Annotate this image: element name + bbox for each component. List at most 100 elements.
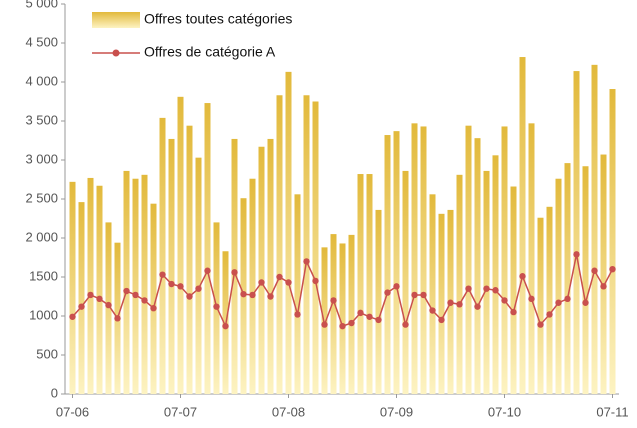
- marker: [258, 279, 265, 286]
- marker: [177, 283, 184, 290]
- marker: [276, 273, 283, 281]
- bar: [609, 89, 616, 395]
- bar: [492, 155, 499, 394]
- marker: [582, 299, 589, 306]
- bar: [312, 101, 319, 394]
- bar: [573, 71, 580, 394]
- marker: [402, 321, 409, 328]
- marker: [330, 297, 337, 304]
- legend-label: Offres toutes catégories: [144, 11, 292, 27]
- marker: [420, 291, 427, 299]
- marker: [474, 303, 481, 310]
- bar: [528, 123, 535, 394]
- x-tick-label: 07-11: [596, 404, 628, 419]
- marker: [294, 311, 301, 318]
- bar: [600, 154, 607, 394]
- bar: [195, 157, 202, 394]
- bar: [366, 174, 373, 394]
- bar: [357, 174, 364, 394]
- bar: [276, 95, 283, 394]
- x-tick-label: 07-06: [56, 404, 89, 419]
- marker: [519, 273, 526, 280]
- marker: [483, 285, 490, 292]
- marker: [438, 316, 445, 324]
- bar: [186, 125, 193, 395]
- bar: [159, 117, 166, 394]
- marker: [429, 307, 436, 314]
- marker: [348, 319, 355, 327]
- marker: [501, 297, 508, 304]
- y-tick-label: 3 500: [25, 112, 58, 127]
- marker: [321, 321, 328, 328]
- marker: [312, 277, 319, 285]
- bar: [150, 203, 157, 394]
- bar: [411, 123, 418, 394]
- bar: [303, 95, 310, 394]
- marker: [87, 291, 94, 299]
- marker: [600, 283, 607, 290]
- marker: [303, 258, 310, 265]
- marker: [240, 290, 247, 298]
- bar: [420, 126, 427, 395]
- legend-marker: [112, 49, 120, 57]
- bar: [294, 194, 301, 394]
- marker: [231, 269, 238, 276]
- marker: [411, 291, 418, 299]
- bar: [177, 96, 184, 394]
- y-tick-label: 1500: [29, 268, 58, 283]
- bar: [474, 138, 481, 394]
- bar: [582, 166, 589, 394]
- marker: [222, 322, 229, 330]
- marker: [96, 295, 103, 303]
- y-tick-label: 500: [36, 346, 58, 361]
- y-tick-label: 4 000: [25, 73, 58, 88]
- bar: [501, 126, 508, 395]
- bar: [321, 247, 328, 394]
- marker: [339, 322, 346, 330]
- bar: [339, 243, 346, 394]
- bar: [510, 186, 517, 394]
- bar: [546, 206, 553, 394]
- bar: [564, 163, 571, 394]
- marker: [285, 279, 292, 286]
- bar: [249, 178, 256, 394]
- marker: [141, 297, 148, 304]
- marker: [114, 315, 121, 322]
- bar: [456, 174, 463, 394]
- bar: [519, 57, 526, 394]
- y-tick-label: 3 000: [25, 151, 58, 166]
- bar: [555, 178, 562, 394]
- marker: [564, 295, 571, 303]
- marker: [537, 321, 544, 328]
- bar: [141, 174, 148, 394]
- bar: [429, 194, 436, 394]
- bar: [465, 125, 472, 395]
- bar: [258, 146, 265, 394]
- marker: [168, 280, 175, 288]
- bar: [384, 135, 391, 395]
- marker: [447, 299, 454, 306]
- marker: [573, 251, 580, 258]
- bar: [375, 209, 382, 394]
- marker: [528, 295, 535, 303]
- marker: [492, 287, 499, 294]
- y-tick-label: 1000: [29, 307, 58, 322]
- marker: [384, 289, 391, 296]
- y-tick-label: 4 500: [25, 34, 58, 49]
- bar: [96, 185, 103, 394]
- marker: [123, 287, 130, 295]
- marker: [510, 308, 517, 316]
- bar: [348, 234, 355, 394]
- bar: [393, 131, 400, 394]
- bar: [330, 234, 337, 394]
- bar: [438, 213, 445, 394]
- marker: [132, 291, 139, 299]
- x-tick-label: 07-09: [380, 404, 413, 419]
- bar: [78, 202, 85, 394]
- y-tick-label: 2 500: [25, 190, 58, 205]
- marker: [357, 309, 364, 317]
- x-tick-label: 07-10: [488, 404, 521, 419]
- marker: [267, 293, 274, 300]
- marker: [366, 313, 373, 320]
